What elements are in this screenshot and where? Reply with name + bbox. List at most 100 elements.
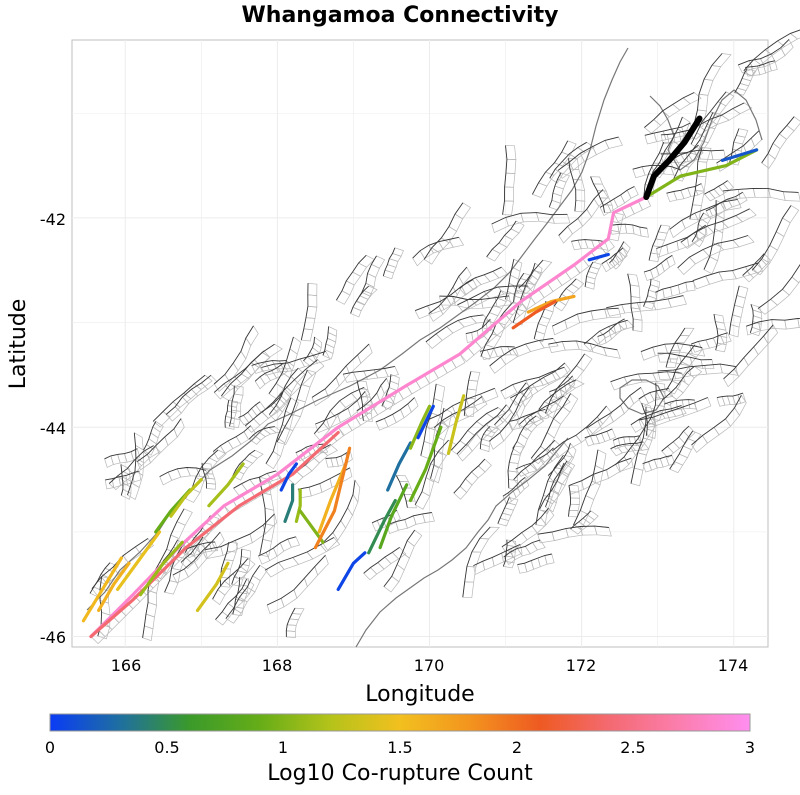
network-fault (568, 457, 632, 486)
network-fault (584, 428, 613, 439)
network-fault (610, 223, 648, 229)
network-fault (513, 272, 525, 303)
network-fault (757, 263, 800, 309)
network-fault (473, 543, 521, 567)
network-fault (205, 513, 275, 551)
network-fault (336, 254, 367, 301)
network-fault (491, 212, 568, 225)
network-fault (276, 369, 308, 443)
network-fault (186, 541, 216, 550)
network-fault (265, 397, 292, 464)
network-fault (597, 318, 625, 337)
network-fault (632, 164, 681, 171)
network-fault (517, 553, 552, 566)
network-fault (749, 304, 754, 333)
x-tick-label: 170 (414, 656, 445, 675)
fault-segment (294, 488, 302, 523)
network-fault (630, 406, 647, 484)
y-tick-label: -46 (40, 628, 66, 647)
network-fault (322, 480, 356, 544)
network-fault (512, 415, 537, 449)
network-fault (545, 462, 565, 508)
fault-patch (786, 116, 800, 132)
network-fault (261, 359, 318, 413)
fault-patch (789, 29, 800, 40)
network-fault (238, 401, 261, 418)
network-fault (213, 325, 254, 385)
fault-patch (797, 318, 800, 328)
chart-title: Whangamoa Connectivity (242, 3, 559, 28)
network-fault (610, 371, 682, 383)
network-fault (549, 141, 587, 179)
network-fault (552, 405, 607, 451)
network-fault (212, 558, 249, 600)
network-fault (497, 497, 510, 524)
network-fault (480, 302, 514, 357)
fault-patch (772, 133, 787, 150)
network-fault (734, 68, 748, 94)
network-fault (363, 547, 400, 574)
fault-patch (768, 60, 778, 72)
network-fault (513, 439, 556, 481)
network-fault (213, 350, 265, 393)
network-fault (601, 247, 624, 265)
coastline-east (355, 437, 569, 648)
network-fault (571, 239, 606, 243)
network-fault (643, 278, 652, 307)
network-fault (664, 399, 695, 405)
fault-segment (317, 462, 348, 534)
network-fault (425, 314, 484, 343)
network-fault (690, 91, 727, 145)
network-fault (703, 200, 717, 270)
network-fault (641, 403, 648, 436)
fault-segment (195, 561, 230, 612)
colored-faults-layer (81, 148, 759, 639)
plot-area (71, 29, 800, 648)
network-fault (420, 383, 437, 456)
network-fault (300, 283, 309, 341)
colorbar-label: Log10 Co-rupture Count (267, 761, 533, 786)
network-fault (518, 395, 564, 425)
fault-segment (408, 425, 443, 503)
fault-segment (116, 530, 162, 591)
colorbar-ticks: 0 0.5 1 1.5 2 2.5 3 (45, 738, 755, 757)
coastline-north (649, 89, 763, 171)
network-fault (568, 158, 577, 212)
network-fault (108, 445, 154, 484)
network-fault (761, 116, 795, 164)
network-fault (313, 386, 365, 434)
network-fault (613, 435, 640, 441)
network-fault (584, 261, 594, 287)
network-fault (538, 379, 577, 410)
fault-patch (782, 191, 800, 202)
network-fault (586, 387, 642, 429)
network-fault (143, 421, 157, 451)
network-fault (224, 400, 230, 428)
network-fault (627, 273, 634, 331)
fault-patch (771, 319, 787, 330)
colorbar-tick-label: 2.5 (620, 738, 645, 757)
network-fault (713, 314, 719, 351)
network-fault (343, 365, 395, 375)
network-fault (505, 259, 515, 300)
network-fault (295, 443, 324, 454)
fault-patch (767, 142, 781, 160)
network-fault (502, 477, 526, 497)
network-fault (382, 247, 396, 277)
fault-segment (526, 294, 576, 314)
x-axis-label: Longitude (365, 682, 474, 707)
network-fault (507, 445, 515, 489)
network-fault (742, 253, 765, 276)
x-tick-label: 166 (111, 656, 142, 675)
fault-segment (386, 441, 413, 492)
network-fault (311, 343, 370, 398)
network-fault (383, 529, 416, 587)
colorbar-tick-label: 1.5 (387, 738, 412, 757)
network-fault (509, 408, 546, 422)
network-fault (743, 29, 800, 71)
colorbar-tick-label: 1 (278, 738, 288, 757)
network-fault (745, 60, 775, 68)
network-fault (535, 455, 564, 525)
network-fault (501, 507, 549, 548)
fault-patch (778, 124, 795, 140)
